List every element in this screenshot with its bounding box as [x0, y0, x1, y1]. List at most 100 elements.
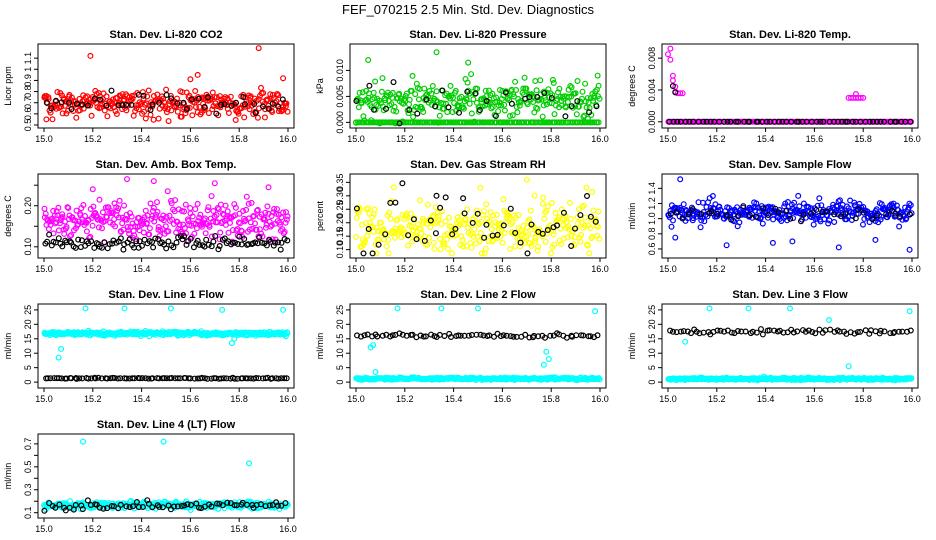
data-point-green — [574, 77, 581, 84]
x-tick-label: 15.8 — [230, 394, 248, 404]
data-point-black — [907, 327, 914, 334]
data-point-black — [353, 205, 360, 212]
data-point-cyan — [908, 375, 915, 382]
data-point-black — [46, 500, 53, 507]
x-tick-label: 15.0 — [347, 264, 365, 274]
data-point-red — [59, 110, 66, 117]
y-tick-label: 0.9 — [23, 74, 33, 87]
data-point-magenta — [89, 222, 96, 229]
data-point-blue — [831, 219, 838, 226]
data-point-magenta — [59, 214, 66, 221]
x-tick-label: 15.2 — [84, 524, 102, 534]
data-point-black — [432, 103, 439, 110]
data-point-black — [159, 504, 166, 511]
data-point-black — [76, 375, 83, 382]
data-point-cyan — [167, 305, 174, 312]
data-point-black — [208, 503, 215, 510]
data-point-black — [282, 500, 289, 507]
data-point-cyan — [284, 330, 291, 337]
data-point-blue — [697, 224, 704, 231]
data-point-yellow — [470, 233, 477, 240]
x-tick-label: 15.8 — [230, 134, 248, 144]
data-point-cyan — [58, 345, 65, 352]
data-point-black — [497, 333, 504, 340]
data-point-blue — [849, 209, 856, 216]
data-point-magenta — [42, 210, 49, 217]
x-tick-label: 15.4 — [757, 264, 775, 274]
data-point-black — [123, 101, 130, 108]
data-point-black — [535, 333, 542, 340]
y-tick-label: 20 — [647, 319, 657, 329]
data-point-magenta — [185, 218, 192, 225]
data-point-black — [437, 204, 444, 211]
data-point-black — [117, 375, 124, 382]
data-point-black — [114, 375, 121, 382]
data-point-cyan — [246, 460, 253, 467]
data-point-black — [513, 333, 520, 340]
data-point-black — [224, 499, 231, 506]
data-point-yellow — [433, 204, 440, 211]
data-point-black — [476, 107, 483, 114]
data-point-red — [123, 107, 130, 114]
x-tick-label: 15.4 — [757, 134, 775, 144]
data-point-magenta — [253, 226, 260, 233]
data-point-black — [494, 231, 501, 238]
plot-frame — [661, 43, 919, 129]
data-point-cyan — [160, 438, 167, 445]
data-point-cyan — [280, 306, 287, 313]
data-point-magenta — [283, 216, 290, 223]
data-point-black — [59, 243, 66, 250]
panel-title: Stan. Dev. Line 4 (LT) Flow — [97, 419, 236, 431]
data-point-black — [233, 99, 240, 106]
x-tick-label: 15.0 — [347, 134, 365, 144]
data-point-green — [562, 104, 569, 111]
data-point-yellow — [416, 197, 423, 204]
data-point-red — [187, 76, 194, 83]
data-point-black — [500, 332, 507, 339]
data-point-black — [507, 205, 514, 212]
data-point-black — [508, 100, 515, 107]
data-point-black — [136, 238, 143, 245]
data-point-black — [52, 97, 59, 104]
data-point-yellow — [477, 230, 484, 237]
data-point-magenta — [280, 209, 287, 216]
data-point-green — [355, 104, 362, 111]
y-axis-label: degrees C — [627, 65, 637, 107]
data-point-black — [721, 328, 728, 335]
y-tick-label: 0.10 — [23, 238, 33, 256]
y-tick-label: 15 — [335, 334, 345, 344]
data-point-green — [578, 95, 585, 102]
data-point-black — [465, 332, 472, 339]
data-point-red — [168, 107, 175, 114]
data-point-black — [100, 505, 107, 512]
x-tick-label: 15.0 — [659, 134, 677, 144]
data-point-yellow — [478, 218, 485, 225]
data-point-black — [180, 99, 187, 106]
data-point-magenta — [224, 208, 231, 215]
data-point-black — [62, 507, 69, 514]
data-point-black — [91, 95, 98, 102]
data-point-black — [203, 236, 210, 243]
chart-panel-8: Stan. Dev. Line 2 Flow ml/min 15.0 15.2 15.4… — [315, 289, 609, 404]
data-point-yellow — [419, 237, 426, 244]
data-point-black — [277, 246, 284, 253]
data-point-green — [450, 94, 457, 101]
data-point-black — [141, 236, 148, 243]
plot-frame — [37, 43, 295, 129]
data-point-black — [583, 193, 590, 200]
data-point-red — [209, 106, 216, 113]
data-point-black — [483, 97, 490, 104]
data-point-black — [772, 205, 779, 212]
data-point-black — [669, 82, 676, 89]
data-point-black — [727, 118, 734, 125]
data-point-black — [869, 216, 876, 223]
data-point-black — [700, 118, 707, 125]
data-point-magenta — [142, 207, 149, 214]
data-point-yellow — [373, 250, 380, 257]
x-tick-label: 15.4 — [445, 264, 463, 274]
data-point-black — [684, 328, 691, 335]
data-point-black — [163, 245, 170, 252]
data-point-green — [450, 119, 457, 126]
data-point-black — [455, 332, 462, 339]
